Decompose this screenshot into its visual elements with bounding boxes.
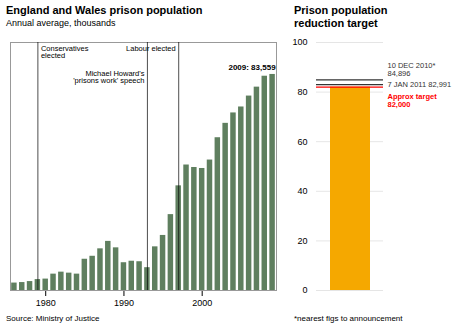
svg-text:40: 40 bbox=[297, 186, 307, 196]
svg-text:Approx target82,000: Approx target82,000 bbox=[388, 92, 438, 109]
svg-text:20: 20 bbox=[297, 236, 307, 246]
svg-text:7 JAN 2011 82,991: 7 JAN 2011 82,991 bbox=[388, 80, 452, 89]
svg-text:0: 0 bbox=[302, 285, 307, 295]
html-text:Source: Ministry of Justice: Source: Ministry of Justice bbox=[6, 314, 100, 323]
html-text:Prison population reduction ta: Prison population reduction target bbox=[294, 4, 388, 29]
svg-text:2000: 2000 bbox=[192, 298, 212, 308]
html-text:Annual average, thousands: Annual average, thousands bbox=[6, 18, 116, 28]
svg-text:1990: 1990 bbox=[114, 298, 134, 308]
svg-text:100: 100 bbox=[292, 37, 307, 47]
svg-text:60: 60 bbox=[297, 137, 307, 147]
svg-text:Michael Howard's'prisons work': Michael Howard's'prisons work' speech bbox=[73, 69, 144, 86]
svg-text:2009: 83,559: 2009: 83,559 bbox=[228, 63, 276, 72]
svg-text:80: 80 bbox=[297, 87, 307, 97]
svg-text:10 DEC 2010*84,896: 10 DEC 2010*84,896 bbox=[388, 61, 436, 77]
svg-text:1980: 1980 bbox=[36, 298, 56, 308]
svg-text:Labour elected: Labour elected bbox=[126, 44, 176, 53]
svg-text:Conservativeselected: Conservativeselected bbox=[41, 44, 89, 61]
html-text:England and Wales prison popul: England and Wales prison population bbox=[6, 4, 203, 16]
html-text:*nearest figs to announcement: *nearest figs to announcement bbox=[294, 314, 403, 323]
